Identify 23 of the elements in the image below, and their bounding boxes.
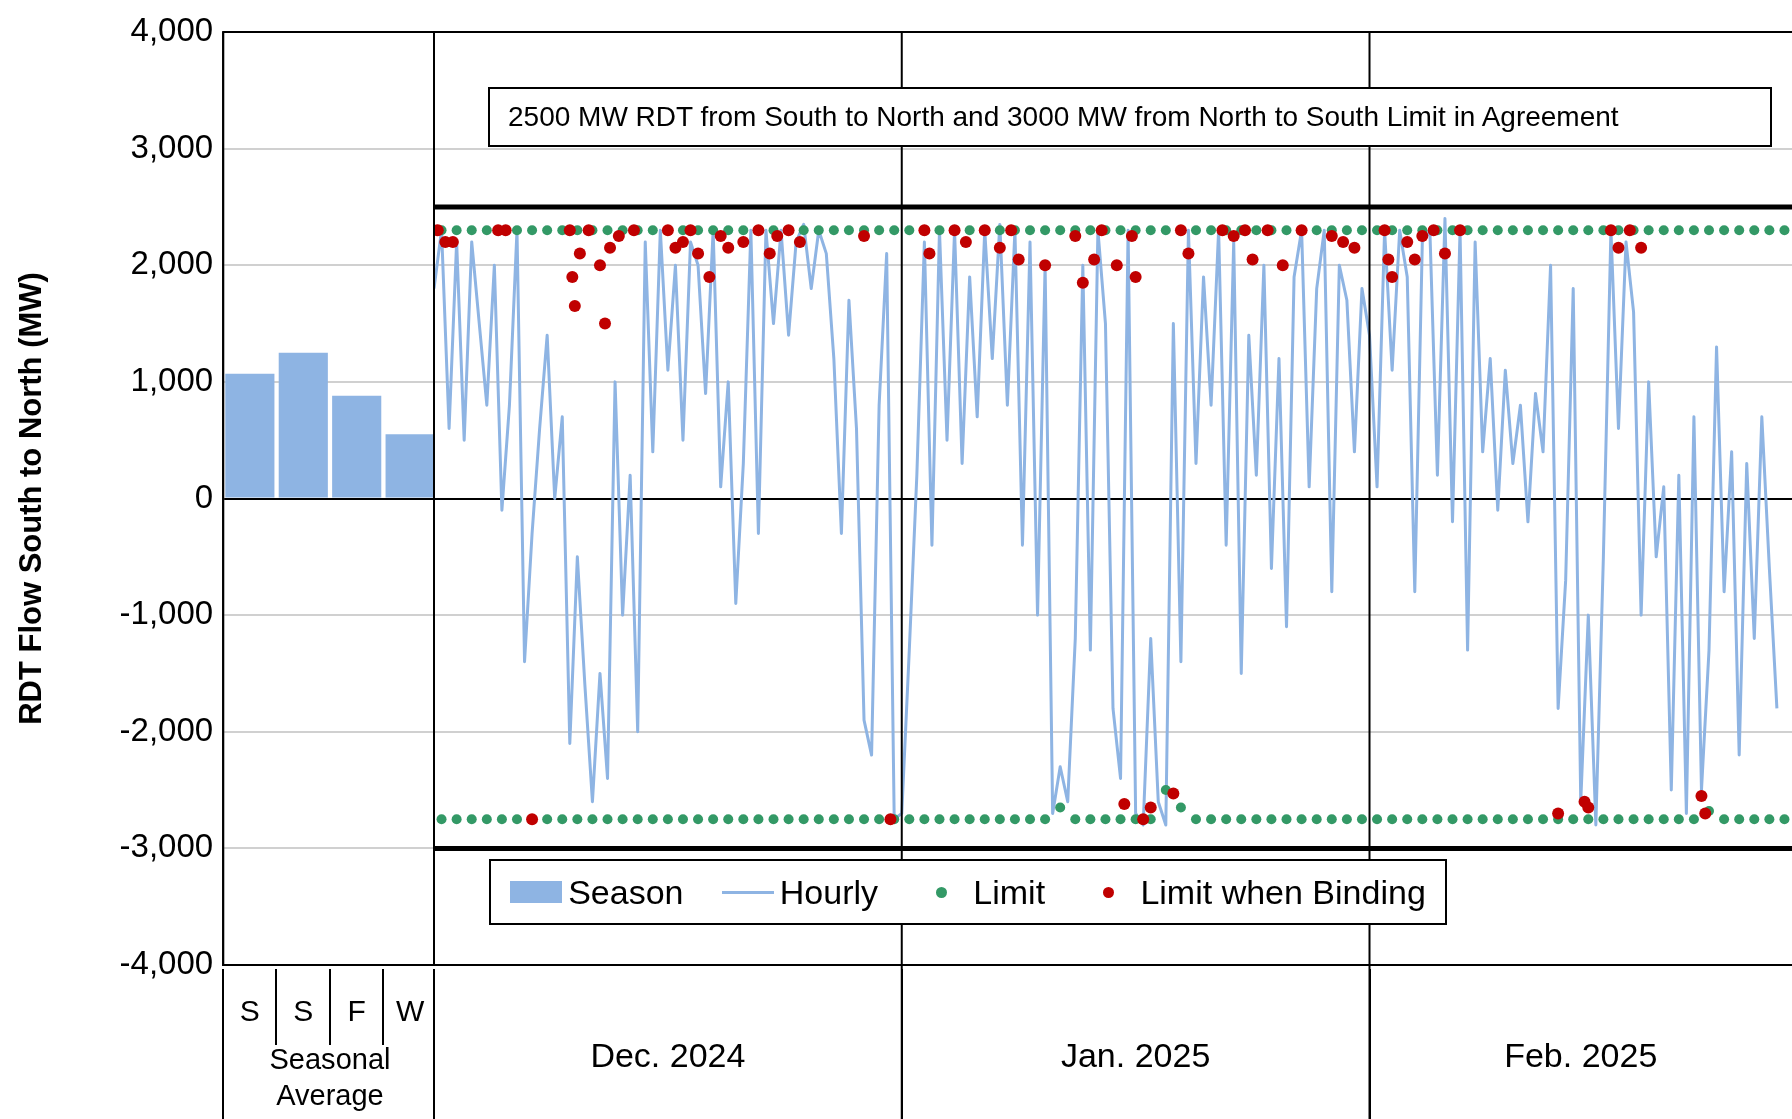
y-tick-label: 0	[194, 477, 214, 515]
y-tick-label: 3,000	[130, 127, 214, 165]
y-axis-title: RDT Flow South to North (MW)	[13, 272, 49, 725]
x-tick-label: S	[239, 994, 260, 1028]
y-tick-label: 1,000	[130, 360, 214, 398]
legend-label: Season	[568, 872, 684, 912]
x-tick-label: F	[347, 994, 366, 1028]
x-tick-label: W	[395, 994, 425, 1028]
y-tick-label: -2,000	[119, 710, 214, 748]
y-tick-label: 2,000	[130, 244, 214, 282]
legend-label: Hourly	[779, 872, 879, 912]
y-tick-label: -3,000	[119, 827, 214, 865]
x-tick-label: Dec. 2024	[590, 1035, 746, 1074]
x-tick-label: Jan. 2025	[1060, 1035, 1211, 1074]
y-tick-label: 4,000	[130, 11, 214, 49]
x-axis-title: Seasonal Average	[269, 1042, 391, 1111]
legend-label: Limit	[973, 872, 1046, 912]
x-tick-label: S	[293, 994, 314, 1028]
legend-label: Limit when Binding	[1140, 872, 1426, 912]
x-tick-label: Feb. 2025	[1504, 1035, 1658, 1074]
note-box: 2500 MW RDT from South to North and 3000 MW from North to South Limit in Agreement	[488, 87, 1772, 147]
y-tick-label: -1,000	[119, 594, 214, 632]
y-tick-label: -4,000	[119, 944, 214, 982]
